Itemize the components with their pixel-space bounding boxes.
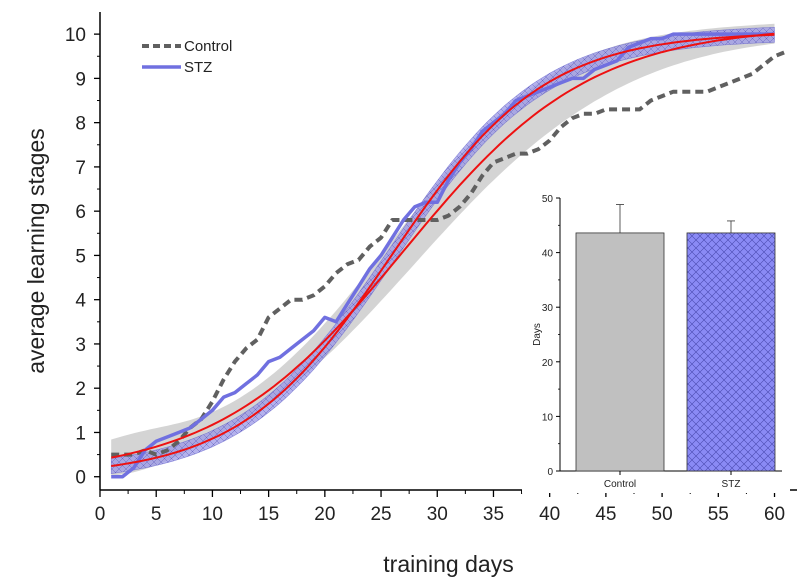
inset-x-tick-label: STZ: [722, 479, 741, 490]
y-tick-label: 6: [75, 202, 86, 223]
control-series-line: [111, 49, 787, 457]
stz-fit-band: [110, 26, 775, 474]
y-axis-title: average learning stages: [23, 128, 49, 374]
x-tick-label: 0: [95, 504, 106, 525]
x-tick-label: 20: [314, 504, 335, 525]
y-tick-label: 4: [75, 291, 86, 312]
legend-label: STZ: [184, 59, 212, 76]
inset-x-tick-label: Control: [604, 479, 636, 490]
x-axis-title: training days: [383, 551, 513, 577]
stz-fit-curve: [111, 33, 775, 467]
y-tick-label: 10: [65, 25, 86, 46]
x-tick-label: 5: [151, 504, 162, 525]
y-tick-label: 0: [75, 468, 86, 489]
y-tick-label: 2: [75, 379, 86, 400]
y-tick-label: 3: [75, 335, 86, 356]
y-tick-label: 9: [75, 69, 86, 90]
inset-bar-control: [575, 232, 665, 472]
stz-series-line: [111, 32, 775, 479]
inset-y-tick-label: 10: [542, 412, 554, 423]
x-tick-label: 55: [708, 504, 729, 525]
inset-y-tick-label: 50: [542, 194, 554, 205]
inset-y-axis-title: Days: [532, 323, 543, 346]
x-tick-label: 30: [427, 504, 448, 525]
x-tick-label: 50: [652, 504, 673, 525]
x-tick-label: 15: [258, 504, 279, 525]
inset-y-tick-label: 0: [547, 467, 553, 478]
y-tick-label: 5: [75, 246, 86, 267]
inset-y-tick-label: 20: [542, 358, 554, 369]
legend: Control STZ: [142, 38, 232, 76]
x-tick-label: 35: [483, 504, 504, 525]
legend-label: Control: [184, 38, 232, 55]
inset-bar-stz: [686, 232, 776, 472]
x-tick-label: 40: [539, 504, 560, 525]
x-tick-label: 45: [595, 504, 616, 525]
control-fit-curve: [111, 32, 775, 459]
y-tick-label: 8: [75, 114, 86, 135]
y-tick-label: 7: [75, 158, 86, 179]
x-tick-label: 25: [370, 504, 391, 525]
inset-y-tick-label: 40: [542, 249, 554, 260]
x-tick-label: 60: [764, 504, 785, 525]
control-fit-band: [111, 23, 775, 476]
inset-bar-chart: 0 10 20 30 40 50 Days Control STZ: [522, 186, 790, 493]
x-tick-label: 10: [202, 504, 223, 525]
y-tick-label: 1: [75, 423, 86, 444]
inset-y-tick-label: 30: [542, 303, 554, 314]
